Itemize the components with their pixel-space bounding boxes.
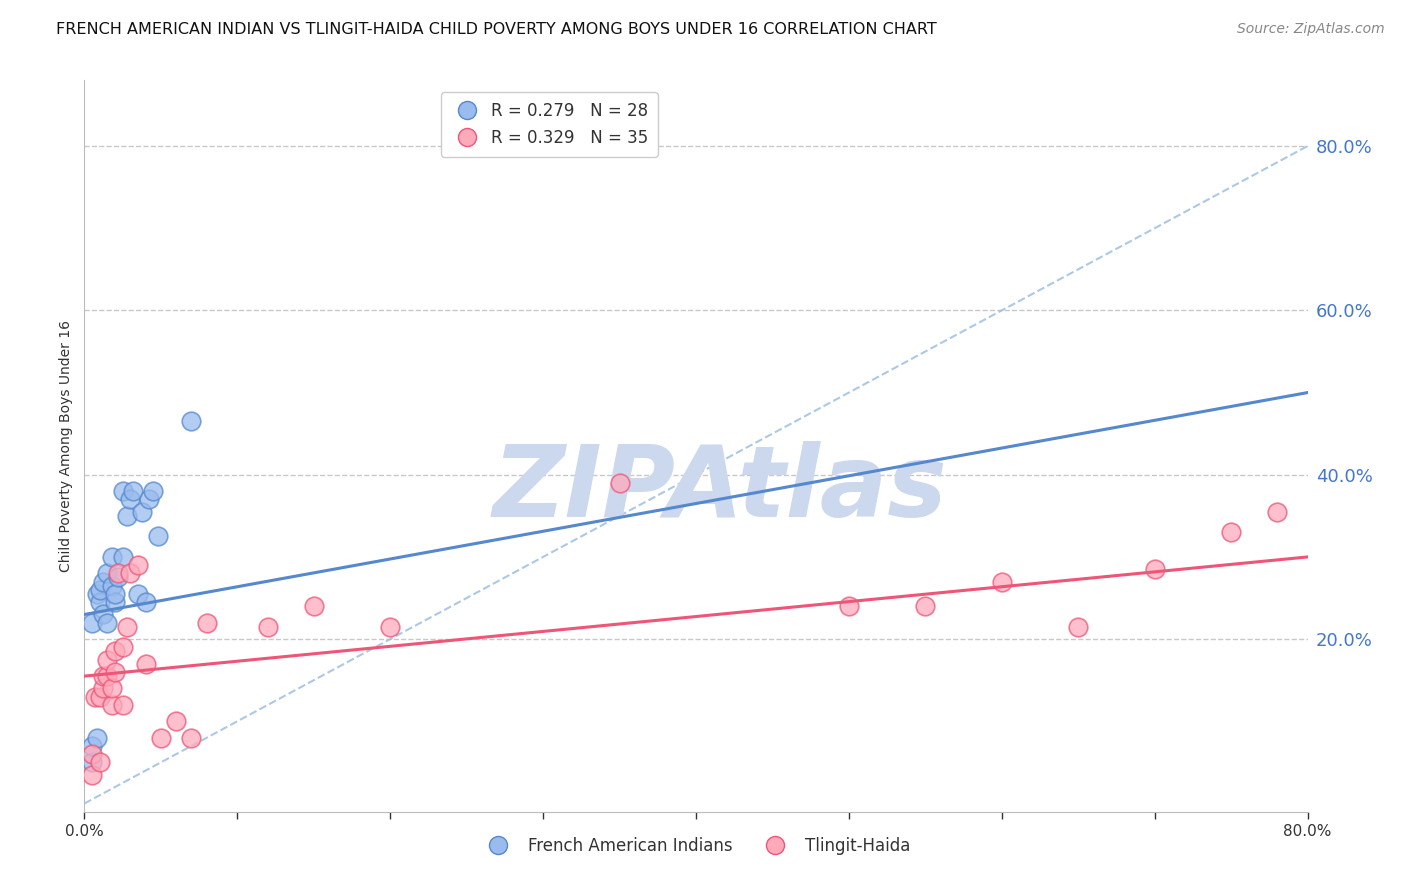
Point: [120, 566, 142, 581]
Point: [84, 690, 107, 704]
Point: [165, 714, 187, 729]
Point: [80, 756, 103, 770]
Point: [120, 492, 142, 507]
Point: [135, 657, 157, 671]
Point: [96, 615, 118, 630]
Point: [115, 508, 138, 523]
Point: [131, 505, 153, 519]
Point: [91, 574, 114, 589]
Point: [104, 665, 127, 679]
Point: [104, 587, 127, 601]
Point: [80, 615, 103, 630]
Point: [89, 582, 111, 597]
Y-axis label: Child Poverty Among Boys Under 16: Child Poverty Among Boys Under 16: [59, 320, 73, 572]
Point: [107, 566, 129, 581]
Point: [115, 620, 138, 634]
Point: [80, 768, 103, 782]
Point: [111, 549, 134, 564]
Point: [180, 731, 202, 745]
Text: ZIPAtlas: ZIPAtlas: [494, 442, 948, 539]
Point: [101, 549, 124, 564]
Point: [127, 558, 149, 573]
Point: [302, 599, 325, 614]
Point: [1220, 525, 1243, 540]
Point: [104, 595, 127, 609]
Point: [127, 587, 149, 601]
Point: [91, 669, 114, 683]
Point: [104, 644, 127, 658]
Point: [89, 690, 111, 704]
Point: [101, 579, 124, 593]
Point: [1067, 620, 1090, 634]
Point: [89, 595, 111, 609]
Point: [96, 566, 118, 581]
Point: [80, 747, 103, 762]
Point: [609, 475, 631, 490]
Point: [96, 669, 118, 683]
Text: FRENCH AMERICAN INDIAN VS TLINGIT-HAIDA CHILD POVERTY AMONG BOYS UNDER 16 CORREL: FRENCH AMERICAN INDIAN VS TLINGIT-HAIDA …: [56, 22, 936, 37]
Point: [149, 731, 172, 745]
Point: [111, 640, 134, 655]
Point: [138, 492, 160, 507]
Point: [122, 484, 145, 499]
Point: [142, 484, 165, 499]
Point: [91, 607, 114, 622]
Point: [135, 595, 157, 609]
Point: [86, 587, 108, 601]
Point: [146, 529, 169, 543]
Point: [991, 574, 1014, 589]
Point: [838, 599, 860, 614]
Point: [107, 570, 129, 584]
Point: [380, 620, 402, 634]
Point: [80, 739, 103, 753]
Point: [101, 681, 124, 696]
Point: [1143, 562, 1166, 576]
Point: [96, 653, 118, 667]
Point: [111, 698, 134, 712]
Point: [195, 615, 218, 630]
Point: [257, 620, 280, 634]
Text: Source: ZipAtlas.com: Source: ZipAtlas.com: [1237, 22, 1385, 37]
Point: [91, 681, 114, 696]
Point: [1265, 505, 1288, 519]
Point: [101, 698, 124, 712]
Point: [86, 731, 108, 745]
Legend: French American Indians, Tlingit-Haida: French American Indians, Tlingit-Haida: [475, 830, 917, 862]
Point: [914, 599, 936, 614]
Point: [111, 484, 134, 499]
Point: [89, 756, 111, 770]
Point: [180, 414, 202, 428]
